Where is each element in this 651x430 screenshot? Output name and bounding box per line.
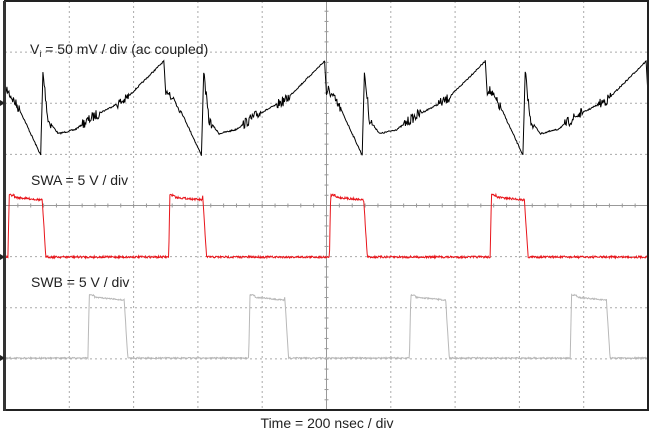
swb-label: SWB = 5 V / div: [31, 274, 129, 290]
swa-ground-marker-icon: [0, 254, 5, 260]
channel-markers: [0, 100, 5, 361]
swa-label: SWA = 5 V / div: [31, 172, 128, 188]
swa-trace: [4, 192, 649, 260]
traces: [4, 59, 649, 361]
vi-trace: [4, 59, 649, 156]
x-axis-label: Time = 200 nsec / div: [261, 415, 394, 430]
swb-ground-marker-icon: [0, 355, 5, 361]
swb-trace: [5, 293, 649, 361]
vi-label: Vi = 50 mV / div (ac coupled): [30, 41, 208, 59]
plot-frame-left-edge: [3, 1, 6, 411]
vi-ground-marker-icon: [0, 100, 5, 106]
grid: [4, 0, 649, 411]
